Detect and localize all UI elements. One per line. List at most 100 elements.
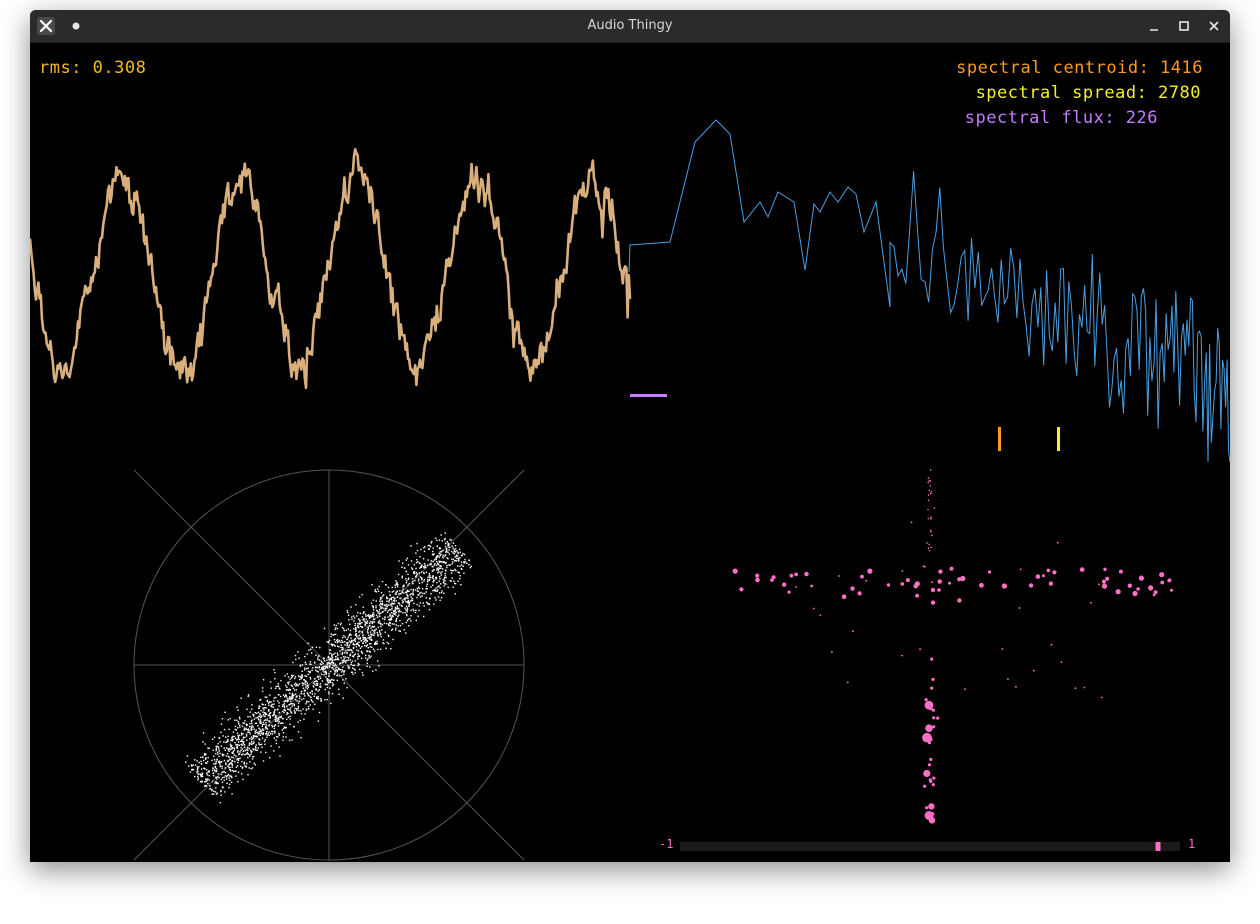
goniometer-point [396, 582, 398, 584]
maximize-icon[interactable] [1174, 16, 1194, 36]
goniometer-point [369, 616, 372, 619]
goniometer-point [348, 657, 350, 659]
goniometer-point [341, 639, 343, 642]
goniometer-point [229, 766, 231, 769]
goniometer-point [407, 573, 409, 575]
goniometer-point [230, 746, 232, 748]
goniometer-point [444, 572, 446, 575]
goniometer-point [235, 766, 238, 768]
goniometer-point [278, 716, 281, 718]
goniometer-point [439, 551, 441, 553]
goniometer-point [456, 555, 459, 557]
goniometer-point [406, 557, 409, 560]
goniometer-point [374, 642, 376, 645]
goniometer-point [225, 736, 227, 738]
goniometer-point [461, 564, 463, 566]
goniometer-point [301, 675, 304, 677]
goniometer-point [455, 560, 458, 562]
dot-icon[interactable] [66, 16, 86, 36]
scale-track[interactable] [680, 842, 1180, 851]
goniometer-point [352, 647, 355, 649]
goniometer-point [317, 655, 320, 657]
particle [1007, 678, 1009, 680]
goniometer-point [300, 737, 302, 739]
goniometer-point [413, 571, 415, 574]
goniometer-point [258, 719, 260, 721]
goniometer-point [248, 755, 251, 757]
goniometer-point [437, 555, 439, 557]
scale-thumb[interactable] [1155, 842, 1161, 851]
goniometer-point [255, 735, 257, 737]
goniometer-point [378, 630, 381, 632]
goniometer-point [304, 684, 306, 686]
goniometer-point [237, 751, 239, 753]
goniometer-point [194, 759, 196, 761]
goniometer-point [240, 765, 242, 768]
goniometer-point [238, 753, 240, 755]
goniometer-point [287, 708, 289, 710]
goniometer-point [248, 744, 251, 746]
goniometer-point [351, 616, 353, 618]
goniometer-point [384, 609, 387, 612]
goniometer-point [416, 590, 419, 592]
goniometer-point [460, 554, 463, 557]
goniometer-point [233, 747, 236, 749]
goniometer-point [268, 701, 271, 703]
goniometer-point [442, 561, 445, 564]
particle [813, 607, 815, 610]
minimize-icon[interactable] [1144, 16, 1164, 36]
goniometer-point [438, 539, 441, 541]
goniometer-point [322, 669, 324, 671]
goniometer-point [369, 636, 371, 638]
x-logo-icon[interactable] [36, 16, 56, 36]
goniometer-point [423, 580, 425, 582]
goniometer-point [328, 666, 331, 668]
goniometer-point [350, 662, 353, 664]
goniometer-point [253, 718, 256, 720]
goniometer-point [328, 664, 331, 667]
goniometer-point [289, 692, 291, 695]
goniometer-point [331, 654, 333, 657]
goniometer-point [458, 548, 461, 550]
goniometer-point [235, 729, 238, 731]
close-icon[interactable] [1204, 16, 1224, 36]
goniometer-point [209, 785, 211, 787]
goniometer-point [328, 673, 330, 675]
goniometer-point [432, 554, 434, 556]
goniometer-point [270, 730, 273, 733]
goniometer-point [357, 642, 359, 644]
title-bar[interactable]: Audio Thingy [30, 10, 1230, 43]
goniometer-point [228, 728, 230, 730]
particle [1046, 568, 1051, 573]
goniometer-point [348, 649, 350, 651]
goniometer-point [380, 648, 382, 650]
goniometer-point [377, 633, 379, 636]
goniometer-point [440, 592, 443, 594]
goniometer-point [278, 718, 280, 720]
goniometer-point [236, 706, 238, 708]
goniometer-point [401, 623, 404, 625]
goniometer-point [314, 693, 316, 695]
goniometer-point [361, 616, 364, 618]
goniometer-point [348, 619, 350, 621]
particle [1018, 607, 1021, 609]
goniometer-point [406, 601, 408, 603]
goniometer-point [305, 663, 307, 665]
particle [1098, 583, 1100, 586]
goniometer-point [219, 752, 221, 755]
goniometer-point [346, 643, 349, 645]
goniometer-point [252, 742, 255, 744]
goniometer-point [252, 748, 254, 750]
goniometer-point [248, 747, 251, 750]
goniometer-point [338, 693, 340, 695]
goniometer-point [264, 719, 267, 721]
goniometer-point [366, 644, 369, 646]
window-title: Audio Thingy [587, 18, 673, 33]
goniometer-point [371, 625, 373, 628]
goniometer-point [209, 788, 211, 790]
goniometer-point [432, 550, 434, 553]
goniometer-point [440, 572, 442, 574]
goniometer-point [244, 754, 246, 756]
goniometer-point [215, 782, 218, 785]
goniometer-point [196, 768, 199, 771]
